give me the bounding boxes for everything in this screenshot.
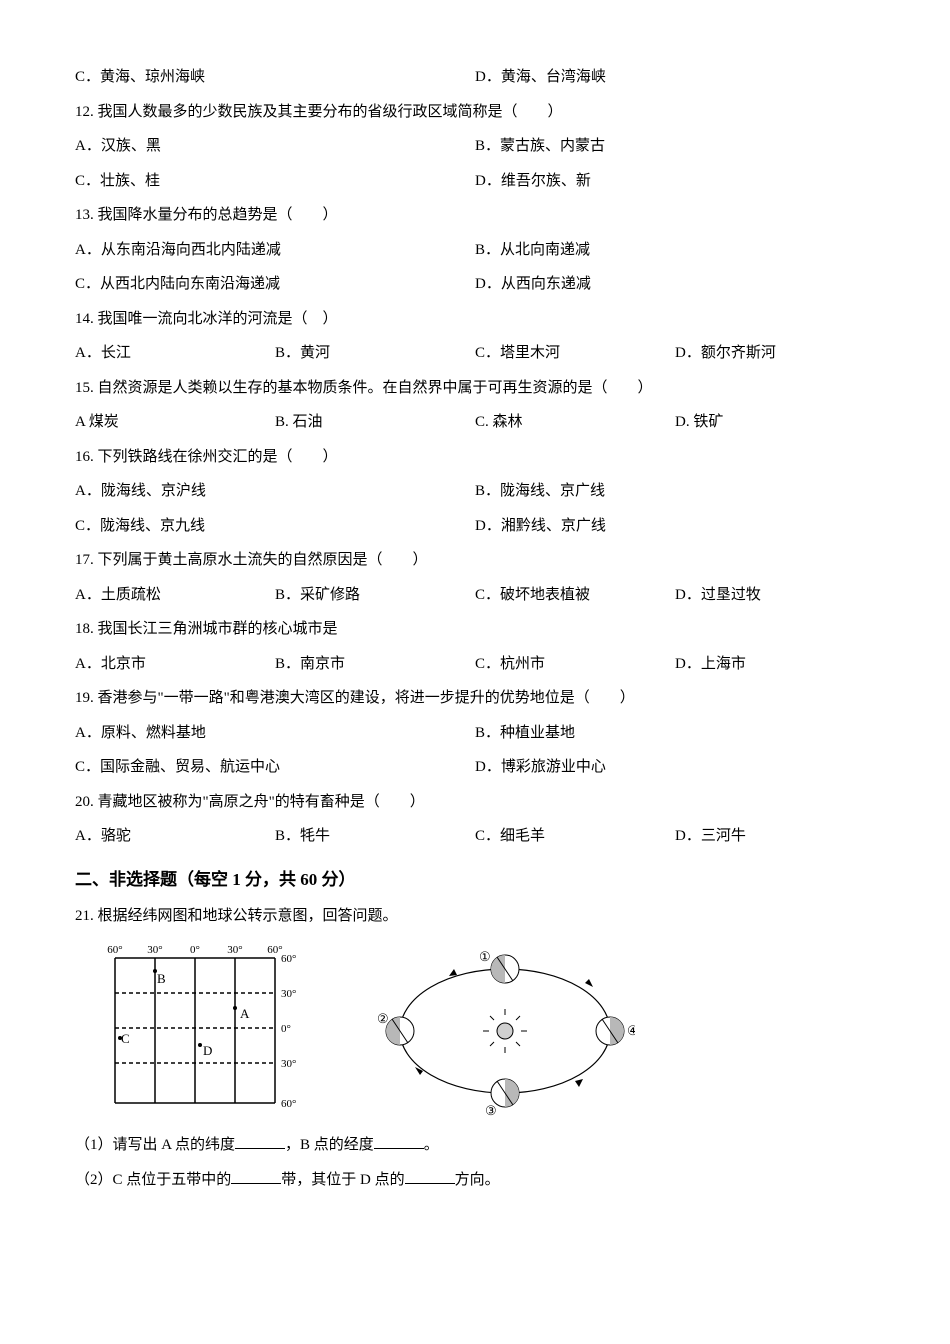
q21-stem: 21. 根据经纬网图和地球公转示意图，回答问题。 [75, 899, 875, 934]
q18-opt-a: A．北京市 [75, 647, 275, 682]
q14-stem: 14. 我国唯一流向北冰洋的河流是（ ） [75, 302, 875, 337]
grid-ylabel-3: 30° [281, 1058, 296, 1070]
orbit-pos-1 [491, 955, 519, 983]
orbit-label-2: ② [377, 1011, 389, 1026]
q21-sub2-suffix: 方向。 [455, 1172, 500, 1188]
grid-diagram: 60° 30° 0° 30° 60° 60° 30° 0° 30° 60° A … [95, 943, 315, 1118]
q15-stem: 15. 自然资源是人类赖以生存的基本物质条件。在自然界中属于可再生资源的是（ ） [75, 371, 875, 406]
q21-sub1-blank2[interactable] [374, 1134, 424, 1149]
q12-opt-c: C．壮族、桂 [75, 164, 475, 199]
q12-opt-d: D．维吾尔族、新 [475, 164, 875, 199]
q21-sub2-blank2[interactable] [405, 1169, 455, 1184]
grid-xlabel-3: 30° [227, 944, 242, 956]
q13-stem: 13. 我国降水量分布的总趋势是（ ） [75, 198, 875, 233]
q17-opt-b: B．采矿修路 [275, 578, 475, 613]
q20-options: A．骆驼 B．牦牛 C．细毛羊 D．三河牛 [75, 819, 875, 854]
q12-options: A．汉族、黑 B．蒙古族、内蒙古 C．壮族、桂 D．维吾尔族、新 [75, 129, 875, 198]
q18-stem: 18. 我国长江三角洲城市群的核心城市是 [75, 612, 875, 647]
grid-xlabel-0: 60° [107, 944, 122, 956]
q12-opt-a: A．汉族、黑 [75, 129, 475, 164]
orbit-pos-4 [596, 1017, 624, 1045]
q20-opt-c: C．细毛羊 [475, 819, 675, 854]
q21-diagrams: 60° 30° 0° 30° 60° 60° 30° 0° 30° 60° A … [95, 943, 875, 1118]
q21-sub1: （1）请写出 A 点的纬度 ，B 点的经度 。 [75, 1128, 875, 1163]
q16-options: A．陇海线、京沪线 B．陇海线、京广线 C．陇海线、京九线 D．湘黔线、京广线 [75, 474, 875, 543]
q13-options: A．从东南沿海向西北内陆递减 B．从北向南递减 C．从西北内陆向东南沿海递减 D… [75, 233, 875, 302]
grid-xlabel-2: 0° [190, 944, 200, 956]
grid-ylabel-1: 30° [281, 988, 296, 1000]
q14-opt-a: A．长江 [75, 336, 275, 371]
q16-opt-c: C．陇海线、京九线 [75, 509, 475, 544]
q19-opt-a: A．原料、燃料基地 [75, 716, 475, 751]
q13-opt-c: C．从西北内陆向东南沿海递减 [75, 267, 475, 302]
q16-opt-a: A．陇海线、京沪线 [75, 474, 475, 509]
grid-point-c: C [121, 1031, 130, 1046]
q13-opt-d: D．从西向东递减 [475, 267, 875, 302]
q12-stem: 12. 我国人数最多的少数民族及其主要分布的省级行政区域简称是（ ） [75, 95, 875, 130]
q19-opt-c: C．国际金融、贸易、航运中心 [75, 750, 475, 785]
q17-opt-c: C．破坏地表植被 [475, 578, 675, 613]
q17-options: A．土质疏松 B．采矿修路 C．破坏地表植被 D．过垦过牧 [75, 578, 875, 613]
q18-opt-c: C．杭州市 [475, 647, 675, 682]
q21-sub2-blank1[interactable] [231, 1169, 281, 1184]
q11-options-cd: C．黄海、琼州海峡 D．黄海、台湾海峡 [75, 60, 875, 95]
section2-heading: 二、非选择题（每空 1 分，共 60 分） [75, 860, 875, 899]
q19-options: A．原料、燃料基地 B．种植业基地 C．国际金融、贸易、航运中心 D．博彩旅游业… [75, 716, 875, 785]
q17-opt-a: A．土质疏松 [75, 578, 275, 613]
q20-opt-a: A．骆驼 [75, 819, 275, 854]
q14-opt-b: B．黄河 [275, 336, 475, 371]
q21-sub1-prefix: （1）请写出 A 点的纬度 [75, 1137, 235, 1153]
orbit-label-1: ① [479, 949, 491, 964]
q21-sub2-mid: 带，其位于 D 点的 [281, 1172, 404, 1188]
grid-ylabel-2: 0° [281, 1023, 291, 1035]
q15-opt-b: B. 石油 [275, 405, 475, 440]
q15-options: A 煤炭 B. 石油 C. 森林 D. 铁矿 [75, 405, 875, 440]
q16-stem: 16. 下列铁路线在徐州交汇的是（ ） [75, 440, 875, 475]
grid-point-d: D [203, 1043, 212, 1058]
q21-sub2: （2）C 点位于五带中的 带，其位于 D 点的 方向。 [75, 1163, 875, 1198]
q11-opt-c: C．黄海、琼州海峡 [75, 60, 475, 95]
q14-opt-c: C．塔里木河 [475, 336, 675, 371]
q14-opt-d: D．额尔齐斯河 [675, 336, 875, 371]
q15-opt-d: D. 铁矿 [675, 405, 875, 440]
orbit-label-4: ④ [627, 1023, 635, 1038]
q15-opt-c: C. 森林 [475, 405, 675, 440]
grid-ylabel-4: 60° [281, 1098, 296, 1110]
orbit-pos-2 [386, 1017, 414, 1045]
q14-options: A．长江 B．黄河 C．塔里木河 D．额尔齐斯河 [75, 336, 875, 371]
q16-opt-d: D．湘黔线、京广线 [475, 509, 875, 544]
q16-opt-b: B．陇海线、京广线 [475, 474, 875, 509]
q18-opt-b: B．南京市 [275, 647, 475, 682]
q13-opt-b: B．从北向南递减 [475, 233, 875, 268]
q21-sub2-prefix: （2）C 点位于五带中的 [75, 1172, 231, 1188]
q21-sub1-mid: ，B 点的经度 [285, 1137, 374, 1153]
q18-options: A．北京市 B．南京市 C．杭州市 D．上海市 [75, 647, 875, 682]
q19-opt-b: B．种植业基地 [475, 716, 875, 751]
q15-opt-a: A 煤炭 [75, 405, 275, 440]
grid-point-a: A [240, 1006, 250, 1021]
q17-opt-d: D．过垦过牧 [675, 578, 875, 613]
q13-opt-a: A．从东南沿海向西北内陆递减 [75, 233, 475, 268]
q19-opt-d: D．博彩旅游业中心 [475, 750, 875, 785]
q20-opt-b: B．牦牛 [275, 819, 475, 854]
q11-opt-d: D．黄海、台湾海峡 [475, 60, 875, 95]
grid-xlabel-1: 30° [147, 944, 162, 956]
orbit-label-3: ③ [485, 1103, 497, 1118]
q18-opt-d: D．上海市 [675, 647, 875, 682]
q19-stem: 19. 香港参与"一带一路"和粤港澳大湾区的建设，将进一步提升的优势地位是（ ） [75, 681, 875, 716]
grid-point-b: B [157, 971, 166, 986]
q20-opt-d: D．三河牛 [675, 819, 875, 854]
q17-stem: 17. 下列属于黄土高原水土流失的自然原因是（ ） [75, 543, 875, 578]
q12-opt-b: B．蒙古族、内蒙古 [475, 129, 875, 164]
grid-ylabel-0: 60° [281, 953, 296, 965]
orbit-diagram: ① ② ③ ④ [375, 943, 635, 1118]
q20-stem: 20. 青藏地区被称为"高原之舟"的特有畜种是（ ） [75, 785, 875, 820]
q21-sub1-suffix: 。 [424, 1137, 439, 1153]
q21-sub1-blank1[interactable] [235, 1134, 285, 1149]
